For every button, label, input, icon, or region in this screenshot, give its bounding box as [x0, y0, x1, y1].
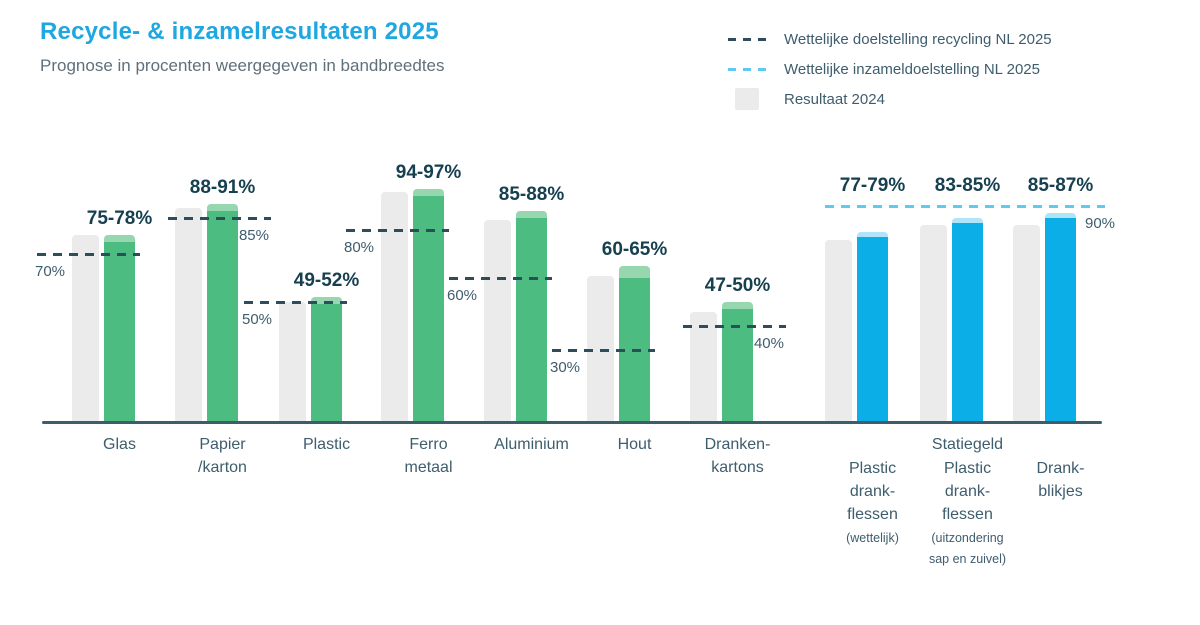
recycling-target-line [449, 276, 552, 280]
category-label: /karton [198, 459, 247, 476]
recycling-target-line [244, 300, 347, 304]
page-subtitle: Prognose in procenten weergegeven in ban… [40, 56, 445, 75]
x-axis-line [42, 420, 1102, 424]
bar-prognose-min-segment [857, 237, 888, 422]
bar-prognose-min-segment [104, 242, 135, 422]
bar-prognose-2025 [857, 232, 888, 422]
legend-label: Wettelijke inzameldoelstelling NL 2025 [784, 60, 1040, 78]
target-percent-label: 40% [753, 334, 784, 352]
category-label: Ferro [409, 436, 448, 453]
bar-prognose-min-segment [311, 304, 342, 422]
bar-result-2024 [72, 234, 99, 422]
range-label: 85-87% [1027, 175, 1094, 196]
recycling-target-line [683, 324, 786, 328]
category-label: Drank- [1036, 460, 1085, 477]
dashed-line-swatch [728, 67, 766, 71]
bar-prognose-min-segment [516, 218, 547, 422]
category-label: Aluminium [494, 436, 569, 453]
category-label: Dranken- [704, 436, 771, 453]
range-label: 85-88% [498, 183, 565, 205]
bar-prognose-2025 [722, 302, 753, 422]
bar-prognose-min-segment [1045, 218, 1076, 422]
collection-target-line [825, 204, 1105, 208]
range-label: 60-65% [601, 239, 668, 260]
category-label: Hout [617, 436, 652, 453]
legend-label: Resultaat 2024 [784, 90, 885, 108]
dashed-line-swatch [728, 37, 766, 41]
bar-result-2024 [279, 302, 306, 422]
bar-prognose-2025 [516, 210, 547, 422]
bar-prognose-2025 [311, 297, 342, 422]
bar-prognose-2025 [952, 218, 983, 422]
legend-item-recycling-target: Wettelijke doelstelling recycling NL 202… [728, 24, 1052, 54]
category-label: kartons [711, 459, 764, 476]
bar-prognose-2025 [619, 266, 650, 422]
recycling-target-line [346, 228, 449, 232]
recycling-target-line [37, 252, 140, 256]
target-percent-label: 30% [550, 358, 581, 376]
legend: Wettelijke doelstelling recycling NL 202… [728, 24, 1052, 114]
bar-result-2024 [825, 239, 852, 422]
range-label: 49-52% [293, 270, 360, 292]
range-label: 83-85% [934, 175, 1001, 196]
bar-prognose-2025 [104, 234, 135, 422]
collection-target-label: 90% [1085, 214, 1116, 232]
legend-label: Wettelijke doelstelling recycling NL 202… [784, 30, 1052, 48]
bar-result-2024 [381, 191, 408, 422]
category-label: flessen [942, 506, 993, 523]
page-title: Recycle- & inzamelresultaten 2025 [40, 18, 439, 45]
group-header-statiegeld: Statiegeld [931, 436, 1004, 453]
category-label: Plastic [943, 460, 992, 477]
bar-prognose-min-segment [722, 309, 753, 422]
category-label: drank- [849, 483, 896, 500]
target-percent-label: 80% [344, 238, 375, 256]
category-label: Papier [199, 436, 246, 453]
bar-prognose-2025 [207, 203, 238, 422]
category-sublabel: (uitzondering [931, 531, 1004, 545]
legend-item-result-2024: Resultaat 2024 [728, 84, 1052, 114]
category-label: drank- [944, 483, 991, 500]
category-label: flessen [847, 506, 898, 523]
bar-prognose-min-segment [952, 222, 983, 422]
category-label: Plastic [302, 436, 351, 453]
range-label: 47-50% [704, 275, 771, 296]
recycling-target-line [168, 216, 271, 220]
target-percent-label: 85% [238, 226, 269, 244]
bar-result-2024 [920, 225, 947, 422]
category-label: metaal [404, 459, 453, 476]
category-sublabel: sap en zuivel) [928, 552, 1007, 566]
target-percent-label: 60% [447, 286, 478, 304]
target-percent-label: 70% [35, 262, 66, 280]
bar-result-2024 [175, 208, 202, 422]
range-label: 77-79% [839, 175, 906, 196]
bar-result-2024 [1013, 225, 1040, 422]
bar-result-2024 [484, 220, 511, 422]
bar-prognose-2025 [413, 189, 444, 422]
bar-result-2024 [690, 311, 717, 422]
legend-item-collection-target: Wettelijke inzameldoelstelling NL 2025 [728, 54, 1052, 84]
category-sublabel: (wettelijk) [846, 531, 899, 545]
range-label: 94-97% [395, 162, 462, 184]
bar-prognose-2025 [1045, 213, 1076, 422]
target-percent-label: 50% [242, 310, 273, 328]
range-label: 75-78% [86, 207, 153, 229]
category-label: blikjes [1038, 483, 1083, 500]
recycling-target-line [552, 348, 655, 352]
category-label: Glas [103, 436, 136, 453]
range-label: 88-91% [189, 176, 256, 198]
square-swatch [735, 88, 759, 110]
bar-prognose-min-segment [207, 210, 238, 422]
bar-prognose-min-segment [413, 196, 444, 422]
category-label: Plastic [848, 460, 897, 477]
